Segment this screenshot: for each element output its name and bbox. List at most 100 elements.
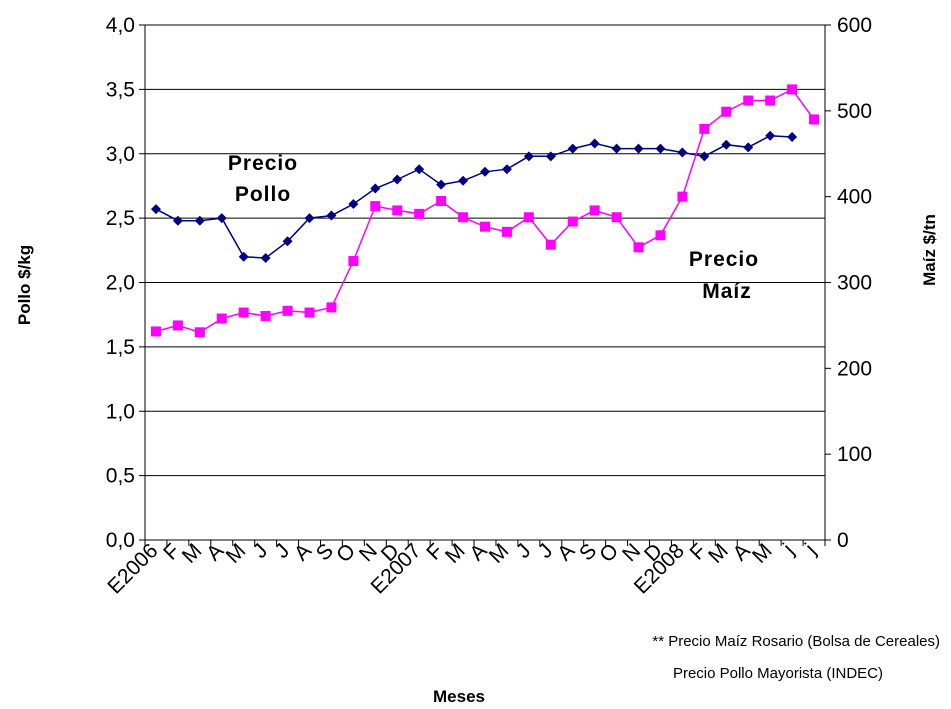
maiz-data-point	[436, 195, 447, 206]
maiz-data-point	[348, 256, 359, 267]
maiz-data-point	[260, 310, 271, 321]
pollo-data-point	[765, 130, 776, 141]
maiz-data-point	[545, 239, 556, 250]
maiz-data-point	[458, 212, 469, 223]
annotation-precio-maiz-line2: Maíz	[702, 280, 752, 303]
pollo-data-point	[458, 175, 469, 186]
pollo-data-point	[172, 215, 183, 226]
series-layer	[150, 84, 820, 338]
pollo-data-point	[655, 143, 666, 154]
maiz-data-point	[304, 307, 315, 318]
maiz-data-point	[721, 106, 732, 117]
left-tick-label: 3,5	[106, 78, 135, 101]
left-axis-title: Pollo $/kg	[15, 245, 34, 325]
pollo-data-point	[743, 142, 754, 153]
maiz-data-point	[765, 95, 776, 106]
pollo-data-point	[150, 204, 161, 215]
x-tick-label: j	[800, 539, 820, 559]
maiz-data-point	[677, 191, 688, 202]
left-tick-label: 2,5	[106, 207, 135, 230]
left-tick-label: 4,0	[106, 14, 135, 37]
left-axis-ticks: 0,0 0,5 1,0 1,5 2,0 2,5 3,0 3,5 4,0	[106, 14, 145, 552]
source-note-pollo: Precio Pollo Mayorista (INDEC)	[673, 665, 883, 682]
pollo-data-point	[589, 138, 600, 149]
gridlines	[145, 24, 825, 477]
maiz-data-point	[699, 123, 710, 134]
maiz-data-point	[633, 242, 644, 253]
maiz-data-point	[501, 226, 512, 237]
source-note-maiz: ** Precio Maíz Rosario (Bolsa de Cereale…	[652, 633, 940, 650]
maiz-data-point	[655, 230, 666, 241]
maiz-data-point	[809, 114, 820, 125]
x-tick-label: M	[222, 539, 251, 568]
annotation-precio-maiz-line1: Precio	[689, 248, 759, 271]
pollo-data-point	[260, 253, 271, 264]
left-tick-label: 1,5	[106, 336, 135, 359]
pollo-data-point	[501, 164, 512, 175]
left-tick-label: 2,0	[106, 272, 135, 295]
pollo-data-point	[523, 151, 534, 162]
annotation-precio-pollo-line1: Precio	[228, 152, 298, 175]
maiz-data-point	[326, 302, 337, 313]
maiz-data-point	[150, 326, 161, 337]
right-axis-ticks: 0 100 200 300 400 500 600	[825, 14, 872, 552]
pollo-data-point	[414, 164, 425, 175]
pollo-data-point	[787, 132, 798, 143]
x-axis-ticks: E2006FMAMJJASONDE2007FMAMJJASONDE2008FMA…	[103, 539, 826, 598]
right-tick-label: 0	[837, 529, 849, 552]
maiz-data-point	[589, 205, 600, 216]
x-tick-label: M	[178, 539, 207, 568]
pollo-data-point	[677, 147, 688, 158]
x-tick-label: A	[553, 539, 579, 565]
x-tick-label: j	[778, 539, 798, 559]
pollo-data-point	[721, 139, 732, 150]
maiz-data-point	[282, 305, 293, 316]
x-tick-label: M	[485, 539, 514, 568]
x-tick-label: A	[290, 539, 316, 565]
maiz-data-point	[216, 313, 227, 324]
x-tick-label: N	[355, 539, 382, 566]
right-tick-label: 400	[837, 186, 872, 209]
x-tick-label: M	[441, 539, 470, 568]
right-tick-label: 300	[837, 272, 872, 295]
maiz-data-point	[611, 212, 622, 223]
pollo-data-point	[611, 143, 622, 154]
x-tick-label: O	[595, 539, 623, 567]
pollo-data-point	[567, 143, 578, 154]
right-tick-label: 100	[837, 443, 872, 466]
pollo-data-point	[282, 236, 293, 247]
pollo-data-point	[348, 198, 359, 209]
maiz-data-point	[480, 221, 490, 232]
left-tick-label: 0,5	[106, 465, 135, 488]
maiz-data-point	[194, 327, 205, 338]
left-tick-label: 3,0	[106, 143, 135, 166]
left-tick-label: 1,0	[106, 400, 135, 423]
pollo-data-point	[392, 174, 403, 185]
maiz-data-point	[787, 84, 798, 95]
pollo-data-point	[699, 151, 710, 162]
x-tick-label: M	[704, 539, 733, 568]
maiz-data-point	[523, 212, 534, 223]
right-tick-label: 200	[837, 357, 872, 380]
x-tick-label: N	[618, 539, 645, 566]
pollo-data-point	[326, 210, 337, 221]
x-axis-title: Meses	[433, 687, 485, 706]
maiz-data-point	[414, 208, 425, 219]
left-tick-label: 0,0	[106, 529, 135, 552]
pollo-data-point	[370, 183, 381, 194]
maiz-data-point	[370, 201, 381, 212]
annotation-precio-pollo-line2: Pollo	[235, 183, 291, 206]
pollo-data-point	[216, 213, 227, 224]
pollo-data-point	[194, 215, 205, 226]
pollo-data-point	[545, 151, 556, 162]
maiz-data-point	[392, 205, 403, 216]
right-tick-label: 500	[837, 100, 872, 123]
maiz-data-point	[172, 320, 183, 331]
pollo-data-point	[436, 179, 447, 190]
x-tick-label: J	[512, 539, 536, 563]
pollo-data-point	[304, 213, 315, 224]
maiz-data-point	[238, 307, 249, 318]
right-tick-label: 600	[837, 14, 872, 37]
pollo-data-point	[480, 166, 490, 177]
